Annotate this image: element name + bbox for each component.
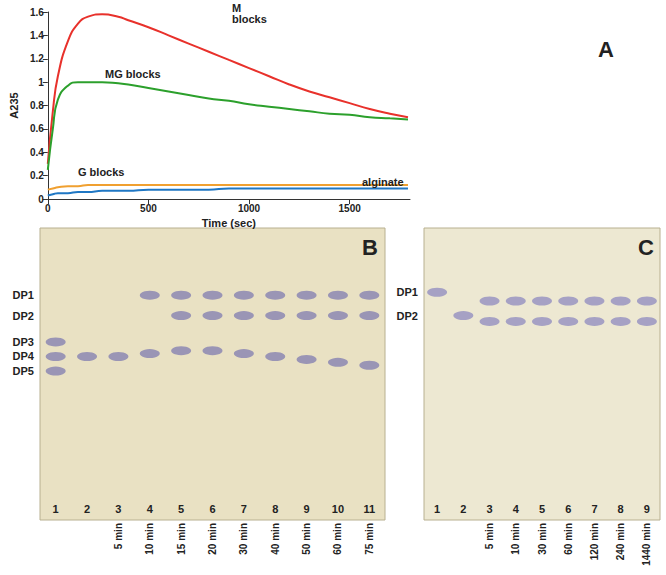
- svg-text:A: A: [598, 37, 614, 62]
- svg-text:G blocks: G blocks: [78, 166, 124, 178]
- svg-text:8: 8: [272, 503, 278, 515]
- svg-text:0.2: 0.2: [30, 170, 44, 181]
- svg-text:1.6: 1.6: [30, 7, 44, 18]
- svg-text:5: 5: [178, 503, 184, 515]
- svg-text:3: 3: [486, 503, 492, 515]
- svg-text:Time (sec): Time (sec): [202, 217, 257, 229]
- svg-text:MG blocks: MG blocks: [105, 68, 161, 80]
- svg-text:10: 10: [332, 503, 344, 515]
- svg-text:240 min: 240 min: [615, 523, 626, 560]
- svg-text:1000: 1000: [238, 203, 261, 214]
- svg-text:30 min: 30 min: [537, 523, 548, 555]
- svg-text:5: 5: [539, 503, 545, 515]
- svg-text:1: 1: [38, 77, 44, 88]
- svg-text:C: C: [638, 235, 654, 260]
- svg-text:0: 0: [45, 203, 51, 214]
- svg-text:1440 min: 1440 min: [641, 523, 652, 566]
- svg-text:A235: A235: [8, 92, 20, 118]
- svg-text:0: 0: [38, 194, 44, 205]
- svg-text:30 min: 30 min: [238, 523, 249, 555]
- svg-text:5 min: 5 min: [113, 523, 124, 549]
- svg-text:blocks: blocks: [232, 13, 267, 25]
- svg-text:4: 4: [513, 503, 520, 515]
- svg-text:2: 2: [84, 503, 90, 515]
- svg-text:1.2: 1.2: [30, 53, 44, 64]
- svg-text:1: 1: [434, 503, 440, 515]
- svg-text:1.4: 1.4: [30, 30, 44, 41]
- svg-text:DP1: DP1: [397, 286, 418, 298]
- svg-text:DP4: DP4: [13, 350, 35, 362]
- svg-text:120 min: 120 min: [589, 523, 600, 560]
- svg-text:DP2: DP2: [397, 310, 418, 322]
- svg-text:7: 7: [241, 503, 247, 515]
- svg-text:6: 6: [209, 503, 215, 515]
- svg-text:7: 7: [591, 503, 597, 515]
- svg-text:1500: 1500: [339, 203, 362, 214]
- svg-text:20 min: 20 min: [207, 523, 218, 555]
- svg-text:40 min: 40 min: [270, 523, 281, 555]
- svg-text:15 min: 15 min: [176, 523, 187, 555]
- svg-text:5 min: 5 min: [484, 523, 495, 549]
- svg-text:9: 9: [304, 503, 310, 515]
- svg-text:3: 3: [115, 503, 121, 515]
- svg-text:M: M: [232, 1, 245, 14]
- svg-text:11: 11: [363, 503, 375, 515]
- svg-text:60 min: 60 min: [332, 523, 343, 555]
- svg-text:DP2: DP2: [13, 310, 34, 322]
- svg-text:0.8: 0.8: [30, 100, 44, 111]
- svg-text:500: 500: [140, 203, 157, 214]
- svg-text:60 min: 60 min: [563, 523, 574, 555]
- svg-text:10 min: 10 min: [510, 523, 521, 555]
- svg-text:6: 6: [565, 503, 571, 515]
- svg-text:alginate: alginate: [362, 176, 404, 188]
- svg-text:DP5: DP5: [13, 365, 34, 377]
- svg-text:75 min: 75 min: [364, 523, 375, 555]
- svg-text:DP3: DP3: [13, 336, 34, 348]
- svg-text:9: 9: [644, 503, 650, 515]
- svg-text:B: B: [362, 235, 378, 260]
- svg-text:50 min: 50 min: [301, 523, 312, 555]
- svg-text:0.6: 0.6: [30, 123, 44, 134]
- svg-text:8: 8: [618, 503, 624, 515]
- svg-text:DP1: DP1: [13, 289, 34, 301]
- svg-text:2: 2: [460, 503, 466, 515]
- svg-text:1: 1: [53, 503, 59, 515]
- svg-text:4: 4: [147, 503, 154, 515]
- svg-text:0.4: 0.4: [30, 147, 44, 158]
- svg-text:10 min: 10 min: [144, 523, 155, 555]
